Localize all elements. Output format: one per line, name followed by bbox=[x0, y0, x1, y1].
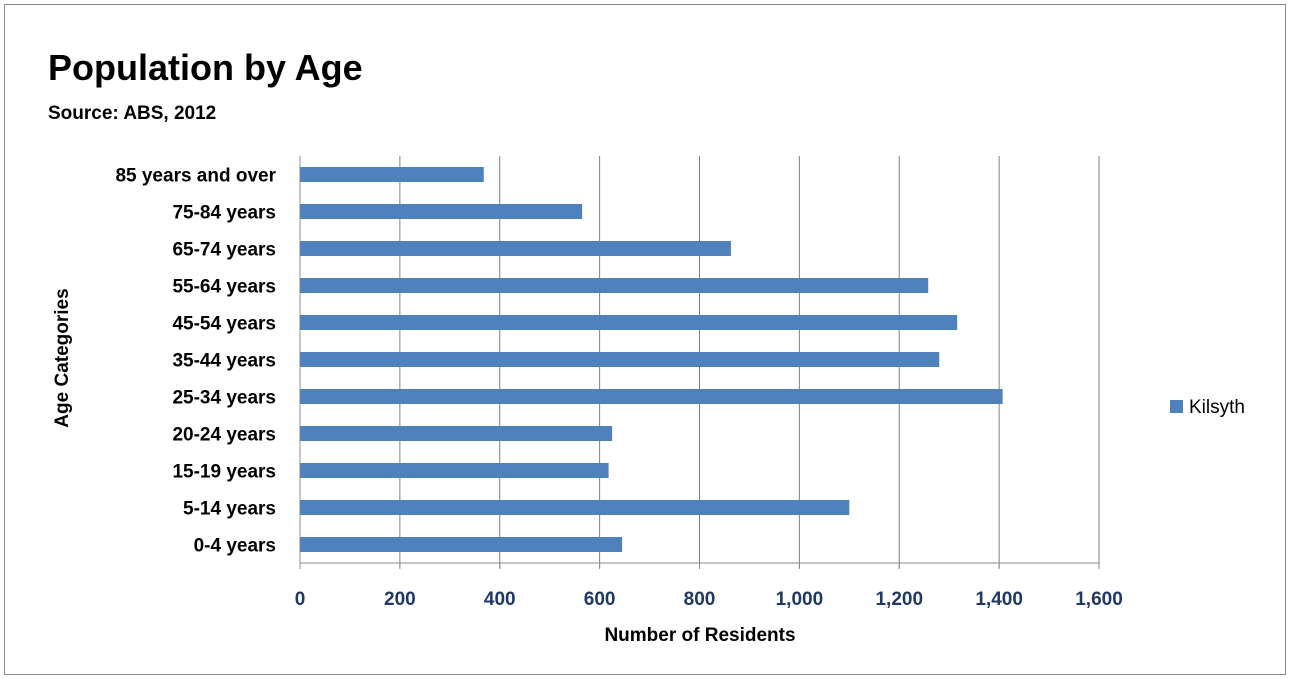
chart-title: Population by Age bbox=[48, 47, 363, 88]
category-label: 75-84 years bbox=[172, 203, 276, 224]
legend: Kilsyth bbox=[1170, 397, 1245, 418]
x-tick-label: 600 bbox=[584, 589, 616, 610]
x-tick-label: 0 bbox=[295, 589, 306, 610]
bar-0-4-years bbox=[300, 537, 623, 552]
bars bbox=[300, 167, 1003, 552]
category-label: 65-74 years bbox=[172, 240, 276, 261]
bar-25-34-years bbox=[300, 389, 1003, 404]
bar-85-years-and-over bbox=[300, 167, 484, 182]
bar-45-54-years bbox=[300, 315, 958, 330]
x-tick-label: 1,000 bbox=[776, 589, 824, 610]
category-label: 0-4 years bbox=[194, 536, 276, 557]
x-tick-label: 400 bbox=[484, 589, 516, 610]
x-tick-label: 1,200 bbox=[875, 589, 923, 610]
x-tick-label: 800 bbox=[684, 589, 716, 610]
bar-75-84-years bbox=[300, 204, 583, 219]
y-axis-title: Age Categories bbox=[52, 288, 73, 427]
chart-subtitle: Source: ABS, 2012 bbox=[48, 103, 217, 124]
category-label: 25-34 years bbox=[172, 388, 276, 409]
bar-15-19-years bbox=[300, 463, 609, 478]
category-label: 20-24 years bbox=[172, 425, 276, 446]
bar-20-24-years bbox=[300, 426, 613, 441]
category-label: 45-54 years bbox=[172, 314, 276, 335]
category-label: 15-19 years bbox=[172, 462, 276, 483]
category-label: 85 years and over bbox=[115, 166, 276, 187]
bar-35-44-years bbox=[300, 352, 940, 367]
bar-55-64-years bbox=[300, 278, 929, 293]
category-label: 35-44 years bbox=[172, 351, 276, 372]
category-label: 5-14 years bbox=[183, 499, 276, 520]
x-tick-label: 200 bbox=[384, 589, 416, 610]
category-labels: 0-4 years 5-14 years 15-19 years 20-24 year… bbox=[115, 166, 276, 557]
category-label: 55-64 years bbox=[172, 277, 276, 298]
legend-swatch-kilsyth bbox=[1170, 400, 1183, 413]
x-axis-title: Number of Residents bbox=[604, 625, 795, 646]
legend-label-kilsyth: Kilsyth bbox=[1189, 397, 1245, 418]
x-tick-label: 1,600 bbox=[1075, 589, 1123, 610]
bar-5-14-years bbox=[300, 500, 850, 515]
bar-65-74-years bbox=[300, 241, 731, 256]
x-tick-labels: 0 200 400 600 800 1,000 1,200 1,400 1,600 bbox=[295, 589, 1123, 610]
x-tick-label: 1,400 bbox=[975, 589, 1023, 610]
